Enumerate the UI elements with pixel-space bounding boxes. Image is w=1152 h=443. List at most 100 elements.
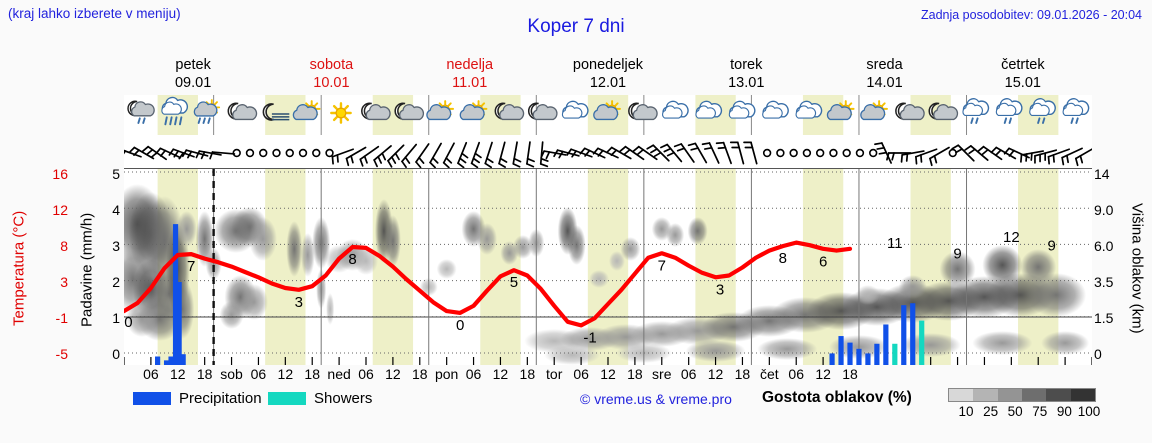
x-tick-čet-23: čet (759, 366, 779, 382)
wind-barb-39 (632, 145, 658, 161)
wind-barb-23 (429, 142, 442, 168)
precipitation-legend-label: Precipitation (179, 390, 262, 407)
x-tick-18-10: 18 (411, 366, 428, 382)
weather-icon-cloud-19 (762, 100, 789, 119)
wind-barb-6 (195, 150, 222, 160)
wind-barb-14 (312, 148, 321, 158)
weather-icon-moon-cloud-23 (895, 102, 925, 121)
wind-barb-46 (729, 141, 745, 165)
wind-barb-40 (646, 144, 670, 162)
weather-icon-moon-cloud-3 (227, 102, 258, 121)
weather-icon-sun-6 (330, 102, 352, 124)
cloud-density-tick-75: 75 (1032, 404, 1048, 419)
wind-barb-24 (442, 142, 455, 168)
weather-icon-cloud-rain-25 (962, 98, 990, 124)
x-tick-06-8: 06 (358, 366, 374, 382)
wind-barb-42 (673, 143, 695, 163)
weather-icon-moon-cloud-8 (394, 102, 425, 121)
x-tick-12-13: 12 (492, 366, 509, 382)
weather-icon-cloud-13 (561, 100, 589, 119)
cloud-density-tick-25: 25 (983, 404, 999, 419)
wind-barb-8 (232, 148, 241, 158)
x-tick-06-24: 06 (788, 366, 805, 382)
cloud-tick-4: 1.5 (1094, 310, 1114, 326)
temperature-label-0: 0 (124, 314, 132, 331)
day-name: ponedeljek (572, 57, 644, 73)
x-tick-06-4: 06 (250, 366, 267, 382)
precipitation-bar-4 (176, 282, 182, 365)
wind-barb-4 (168, 148, 195, 160)
cloud-density-swatch-10 (949, 389, 974, 401)
wind-barb-20 (387, 144, 405, 168)
temperature-label-6: -1 (583, 329, 596, 346)
cloud-tick-2: 6.0 (1094, 238, 1114, 254)
wind-barb-49 (776, 148, 785, 158)
wind-barb-41 (660, 143, 683, 163)
wind-barb-32 (540, 150, 567, 160)
wind-barb-21 (401, 143, 418, 168)
cloud-tick-1: 9.0 (1094, 202, 1114, 218)
wind-barb-37 (605, 146, 632, 160)
cloud-density-tick-100: 100 (1077, 404, 1101, 419)
weather-icon-moon-fog-4 (262, 103, 290, 121)
day-header-7: četrtek 15.01 (954, 56, 1092, 94)
precipitation-bar-2 (168, 356, 174, 365)
day-header-1: petek 09.01 (124, 56, 262, 94)
x-tick-12-25: 12 (815, 366, 831, 382)
wind-barb-30 (526, 141, 535, 168)
wind-barb-29 (512, 141, 522, 168)
wind-barb-36 (592, 147, 619, 159)
weather-icon-cloud-rain-27 (1029, 98, 1056, 124)
weather-icon-sun-cloud-22 (860, 100, 888, 121)
wind-barb-11 (272, 148, 281, 158)
wind-barb-59 (900, 150, 925, 163)
wind-barb-58 (886, 152, 912, 161)
wind-barb-55 (855, 148, 865, 158)
x-tick-12-1: 12 (169, 366, 186, 382)
precipitation-axis-title: Padavine (mm/h) (78, 212, 96, 328)
wind-barb-9 (245, 148, 255, 158)
wind-barb-strip (124, 135, 1092, 168)
x-tick-sob-3: sob (220, 366, 243, 382)
wind-barb-45 (715, 141, 732, 165)
wind-barb-26 (470, 141, 482, 168)
day-header-3: nedelja 11.01 (401, 56, 539, 94)
temperature-tick-1: 12 (52, 202, 68, 218)
precipitation-bar-8 (847, 342, 853, 365)
temperature-tick-4: -1 (55, 310, 68, 326)
x-tick-06-20: 06 (680, 366, 697, 382)
cloud-density-swatch-90 (1046, 389, 1071, 401)
temperature-cloud-graph: 0 7 3 8 0 5 -1 7 3 8 6 11 9 12 9 (124, 168, 1092, 365)
precipitation-tick-3: 2 (112, 274, 120, 290)
precipitation-tick-5: 0 (112, 346, 120, 362)
temperature-label-11: 11 (887, 235, 903, 252)
precipitation-bar-12 (883, 324, 889, 365)
temperature-axis-title: Temperatura (°C) (10, 210, 28, 326)
day-name: sreda (866, 57, 903, 73)
day-date: 10.01 (313, 75, 350, 91)
weather-icon-sun-cloud-21 (826, 100, 855, 121)
temperature-tick-5: -5 (55, 346, 68, 362)
x-axis-tick-labels: 06 12 18 sob 06 12 18 ned 06 12 18 pon 06 12 18 tor 06 12… (124, 366, 1092, 386)
precipitation-bar-6 (829, 353, 835, 365)
wind-barb-44 (701, 142, 720, 164)
wind-barb-47 (743, 141, 758, 165)
temperature-label-1: 7 (187, 258, 195, 275)
day-date: 12.01 (589, 75, 627, 91)
temperature-label-5: 5 (510, 274, 518, 291)
wind-barb-64 (964, 145, 989, 161)
temperature-tick-2: 8 (60, 238, 68, 254)
precipitation-bar-3 (172, 224, 179, 365)
wind-barb-19 (373, 145, 392, 168)
day-name: nedelja (446, 57, 494, 73)
last-update-label: Zadnja posodobitev: 09.01.2026 - 20:04 (920, 8, 1142, 22)
x-tick-ned-7: ned (327, 366, 351, 382)
x-tick-pon-11: pon (434, 366, 459, 382)
wind-barb-52 (815, 148, 825, 158)
weather-icon-cloud-16 (662, 100, 689, 119)
wind-barb-17 (345, 146, 367, 167)
precipitation-bar-14 (901, 305, 907, 365)
weather-icon-sun-cloud-9 (426, 100, 455, 121)
wind-barb-22 (415, 143, 430, 168)
